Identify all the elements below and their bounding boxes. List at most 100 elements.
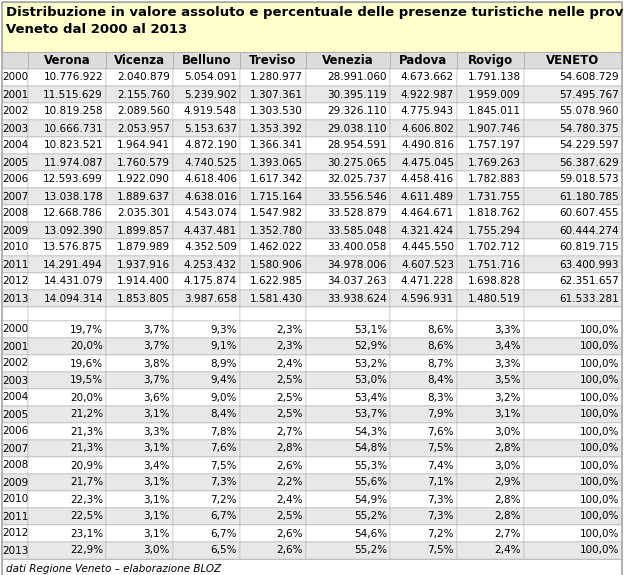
Text: 4.475.045: 4.475.045 (401, 158, 454, 167)
Bar (240, 222, 306, 239)
Text: 7,2%: 7,2% (427, 528, 454, 539)
Bar (390, 103, 457, 120)
Bar (2, 171, 28, 188)
Text: 2,7%: 2,7% (276, 427, 303, 436)
Text: 1.580.906: 1.580.906 (250, 259, 303, 270)
Text: 4.543.074: 4.543.074 (184, 209, 237, 218)
Bar (2, 474, 622, 491)
Text: 62.351.657: 62.351.657 (559, 277, 619, 286)
Bar (390, 372, 457, 389)
Bar (457, 290, 524, 307)
Text: 22,3%: 22,3% (70, 494, 103, 504)
Bar (390, 256, 457, 273)
Bar (2, 2, 622, 52)
Text: 33.938.624: 33.938.624 (327, 293, 387, 304)
Bar (524, 508, 622, 525)
Text: 3,1%: 3,1% (144, 528, 170, 539)
Bar (106, 525, 173, 542)
Bar (524, 86, 622, 103)
Text: 8,6%: 8,6% (427, 342, 454, 351)
Bar (390, 239, 457, 256)
Bar (173, 239, 240, 256)
Text: 2.053.957: 2.053.957 (117, 124, 170, 133)
Bar (240, 239, 306, 256)
Text: 1.698.828: 1.698.828 (468, 277, 521, 286)
Bar (106, 491, 173, 508)
Bar (28, 171, 106, 188)
Bar (390, 154, 457, 171)
Bar (524, 239, 622, 256)
Text: 8,4%: 8,4% (427, 375, 454, 385)
Bar (2, 222, 28, 239)
Text: 1.622.985: 1.622.985 (250, 277, 303, 286)
Text: 4.618.406: 4.618.406 (184, 174, 237, 185)
Text: 3,3%: 3,3% (494, 358, 521, 369)
Bar (306, 355, 390, 372)
Text: 1.715.164: 1.715.164 (250, 191, 303, 201)
Bar (173, 389, 240, 406)
Text: 28.954.591: 28.954.591 (327, 140, 387, 151)
Bar (390, 137, 457, 154)
Text: 4.673.662: 4.673.662 (401, 72, 454, 82)
Text: 61.533.281: 61.533.281 (559, 293, 619, 304)
Text: 54,3%: 54,3% (354, 427, 387, 436)
Text: 1.760.579: 1.760.579 (117, 158, 170, 167)
Text: 2004: 2004 (2, 140, 28, 151)
Bar (306, 474, 390, 491)
Bar (106, 205, 173, 222)
Bar (457, 52, 524, 69)
Text: 2,7%: 2,7% (494, 528, 521, 539)
Bar (306, 406, 390, 423)
Text: 1.959.009: 1.959.009 (468, 90, 521, 99)
Bar (2, 256, 622, 273)
Bar (2, 338, 622, 355)
Text: 55,6%: 55,6% (354, 477, 387, 488)
Bar (2, 290, 28, 307)
Bar (457, 355, 524, 372)
Bar (390, 457, 457, 474)
Bar (28, 290, 106, 307)
Text: 1.818.762: 1.818.762 (468, 209, 521, 218)
Bar (2, 154, 28, 171)
Bar (106, 307, 173, 321)
Bar (457, 256, 524, 273)
Text: 7,8%: 7,8% (210, 427, 237, 436)
Text: 2,4%: 2,4% (276, 494, 303, 504)
Bar (524, 491, 622, 508)
Text: 8,3%: 8,3% (427, 393, 454, 402)
Text: 2001: 2001 (2, 90, 28, 99)
Text: 1.879.989: 1.879.989 (117, 243, 170, 252)
Bar (173, 307, 240, 321)
Bar (2, 474, 28, 491)
Bar (390, 338, 457, 355)
Bar (240, 338, 306, 355)
Bar (306, 525, 390, 542)
Bar (173, 154, 240, 171)
Bar (106, 239, 173, 256)
Bar (457, 321, 524, 338)
Bar (173, 338, 240, 355)
Text: 54.229.597: 54.229.597 (559, 140, 619, 151)
Bar (240, 171, 306, 188)
Text: 3,4%: 3,4% (494, 342, 521, 351)
Text: 7,1%: 7,1% (427, 477, 454, 488)
Bar (524, 440, 622, 457)
Text: 53,2%: 53,2% (354, 358, 387, 369)
Bar (28, 120, 106, 137)
Text: 2,4%: 2,4% (276, 358, 303, 369)
Text: 3,8%: 3,8% (144, 358, 170, 369)
Bar (2, 154, 622, 171)
Text: 23,1%: 23,1% (70, 528, 103, 539)
Bar (306, 491, 390, 508)
Bar (2, 273, 622, 290)
Bar (240, 188, 306, 205)
Bar (524, 273, 622, 290)
Text: 55.078.960: 55.078.960 (560, 106, 619, 117)
Bar (306, 542, 390, 559)
Text: 20,9%: 20,9% (70, 461, 103, 470)
Bar (173, 321, 240, 338)
Text: 2,9%: 2,9% (494, 477, 521, 488)
Text: 2005: 2005 (2, 409, 28, 420)
Bar (28, 256, 106, 273)
Text: 57.495.767: 57.495.767 (559, 90, 619, 99)
